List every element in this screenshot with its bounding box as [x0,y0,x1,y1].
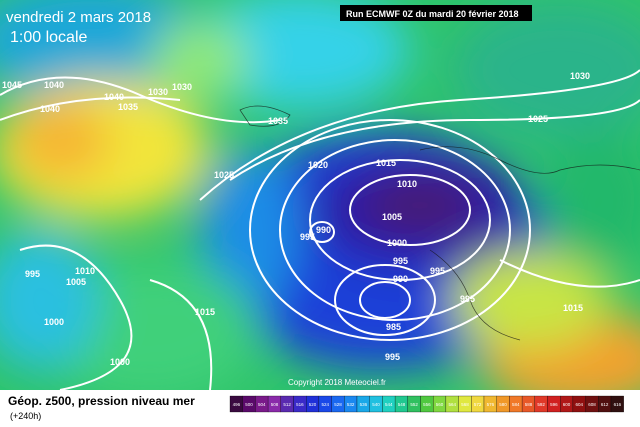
map-field [0,0,640,390]
scale-label: 604 [575,402,583,407]
isobar-label: 985 [386,322,401,332]
copyright: Copyright 2018 Meteociel.fr [288,378,386,387]
scale-label: 568 [461,402,469,407]
scale-label: 560 [436,402,444,407]
scale-label: 576 [487,402,495,407]
isobar-label: 1010 [397,179,417,189]
scale-label: 496 [233,402,241,407]
map-date: vendredi 2 mars 2018 [6,9,151,26]
scale-label: 552 [410,402,418,407]
isobars [0,69,640,390]
isobar-label: 1035 [118,102,138,112]
scale-swatch [610,395,624,413]
isobar-label: 1040 [44,80,64,90]
isobar-label: 1005 [66,277,86,287]
isobar-label: 995 [430,266,445,276]
isobar-label: 1000 [44,317,64,327]
scale-label: 600 [563,402,571,407]
isobar-label: 1000 [110,357,130,367]
isobar-label: 1010 [75,266,95,276]
scale-label: 572 [474,402,482,407]
scale-label: 544 [385,402,393,407]
scale-label: 524 [321,402,329,407]
isobar-label: 995 [300,232,315,242]
scale-label: 608 [588,402,596,407]
isobar-label: 1030 [172,82,192,92]
isobar-label: 1000 [387,238,407,248]
isobar-label: 995 [460,294,475,304]
scale-label: 596 [550,402,558,407]
scale-label: 512 [283,402,291,407]
scale-label: 584 [512,402,520,407]
scale-label: 556 [423,402,431,407]
run-info: Run ECMWF 0Z du mardi 20 février 2018 [346,9,519,19]
isobar-label: 1030 [148,87,168,97]
isobar-label: 1025 [214,170,234,180]
run-box [340,5,532,21]
isobar-label: 1015 [376,158,396,168]
footer-lead: (+240h) [10,411,41,421]
scale-label: 528 [334,402,342,407]
isobar-label: 1025 [528,114,548,124]
scale-label: 592 [537,402,545,407]
scale-label: 580 [499,402,507,407]
scale-label: 588 [525,402,533,407]
coastlines [239,105,640,341]
scale-label: 536 [360,402,368,407]
isobar-label: 995 [25,269,40,279]
isobar-label: 990 [393,274,408,284]
scale-label: 540 [372,402,380,407]
isobar-label: 1030 [570,71,590,81]
scale-label: 532 [347,402,355,407]
isobar-label: 1020 [308,160,328,170]
isobar-label: 1040 [40,104,60,114]
scale-label: 520 [309,402,317,407]
scale-label: 516 [296,402,304,407]
scale-label: 616 [614,402,622,407]
scale-label: 504 [258,402,266,407]
isobar-label: 990 [316,225,331,235]
footer-title: Géop. z500, pression niveau mer [8,394,195,408]
isobar-label: 1040 [104,92,124,102]
isobar-label: 1035 [268,116,288,126]
isobar-label: 1005 [382,212,402,222]
scale-label: 548 [398,402,406,407]
map-time: 1:00 locale [10,29,87,46]
scale-label: 500 [245,402,253,407]
isobar-label: 1015 [563,303,583,313]
scale-label: 612 [601,402,609,407]
isobar-label: 1015 [195,307,215,317]
isobar-label: 995 [393,256,408,266]
scale-label: 564 [448,402,456,407]
scale-label: 508 [271,402,279,407]
isobar-label: 1045 [2,80,22,90]
isobar-label: 995 [385,352,400,362]
